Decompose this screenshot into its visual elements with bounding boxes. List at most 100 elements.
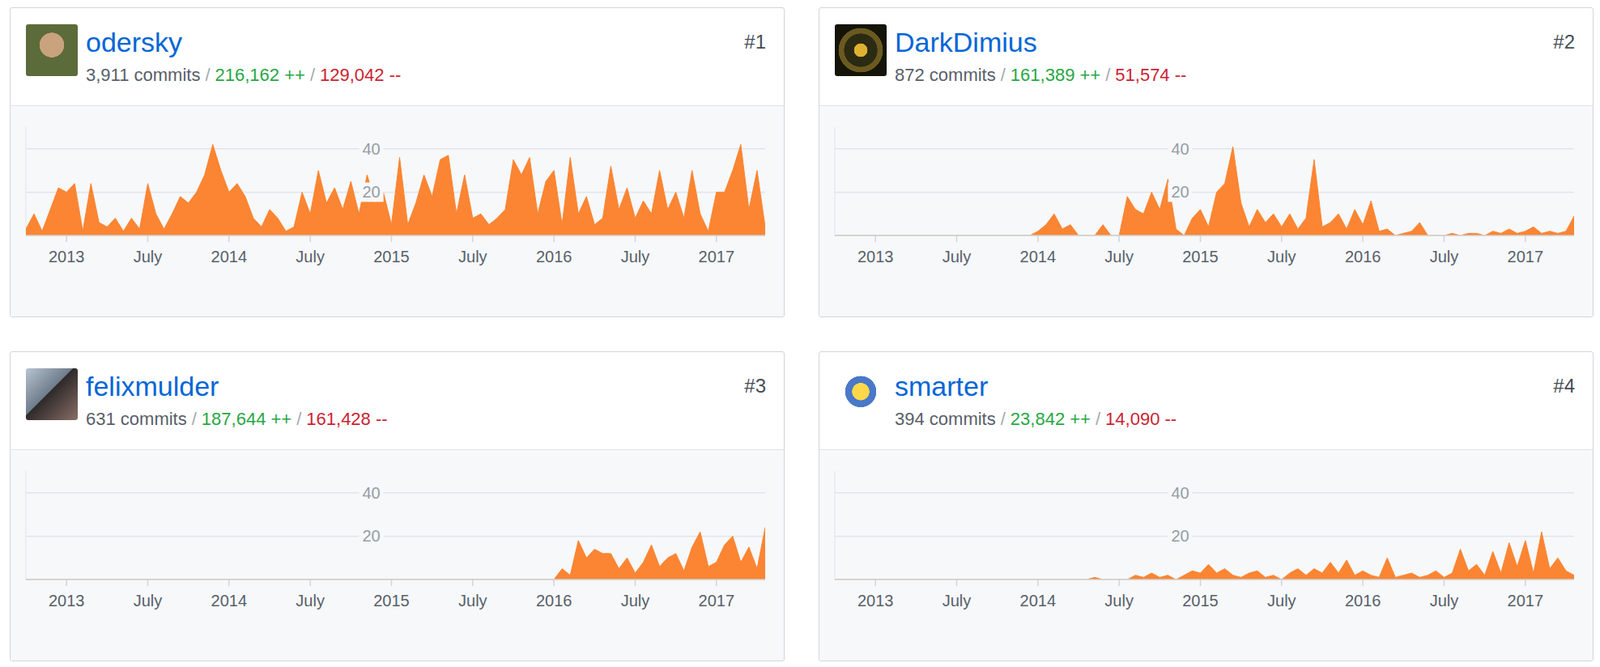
separator: / (1095, 408, 1101, 430)
y-axis-line (834, 127, 836, 236)
x-tick-label: 2015 (1182, 591, 1219, 610)
x-tick (65, 235, 68, 243)
x-tick-label: July (1267, 247, 1297, 266)
x-tick (228, 579, 230, 587)
x-tick (634, 579, 637, 587)
x-tick (147, 579, 149, 587)
x-tick-label: 2013 (48, 247, 86, 266)
contributor-name[interactable]: odersky (85, 25, 183, 59)
x-tick (1037, 579, 1039, 587)
x-tick-label: 2014 (211, 247, 248, 266)
x-tick (1037, 235, 1039, 243)
commit-area (834, 531, 1575, 580)
stat: 394 commits (894, 408, 996, 430)
avatar[interactable] (834, 24, 887, 77)
x-tick (1280, 235, 1283, 243)
stat: 216,162 ++ (215, 64, 306, 86)
x-axis-line (834, 578, 1575, 581)
x-tick (1200, 235, 1202, 243)
x-tick-label: July (458, 591, 488, 610)
avatar[interactable] (25, 368, 78, 421)
plot-area (834, 146, 1575, 236)
x-tick (1118, 579, 1120, 587)
x-tick (1118, 235, 1120, 243)
plot-area (25, 527, 766, 580)
x-tick (956, 235, 958, 243)
chart-background (819, 105, 1593, 317)
rank: #2 (1553, 30, 1575, 54)
x-tick-label: July (942, 247, 972, 266)
separator: / (1105, 64, 1111, 86)
stats: 3,911 commits/216,162 ++/129,042 -- (85, 64, 401, 86)
avatar[interactable] (834, 368, 887, 421)
x-tick (1524, 579, 1527, 587)
chart: 20402013July2014July2015July2016July2017 (819, 8, 1593, 317)
contributor-panel: felixmulder #3 631 commits/187,644 ++/161,… (9, 351, 785, 662)
x-tick (1361, 579, 1364, 587)
separator: / (204, 64, 210, 86)
x-tick (553, 235, 555, 243)
stat: 631 commits (85, 408, 188, 430)
y-tick-label: 40 (361, 140, 380, 158)
x-tick-label: 2016 (1344, 247, 1382, 266)
grid-line (834, 536, 1575, 538)
y-axis-line (25, 127, 27, 236)
chart: 20402013July2014July2015July2016July2017 (10, 352, 784, 661)
x-tick (715, 579, 718, 587)
grid-line (25, 148, 766, 150)
x-tick (391, 579, 393, 587)
x-tick (874, 579, 877, 587)
x-tick-label: 2016 (1344, 591, 1382, 610)
x-tick (1524, 235, 1527, 243)
chart-background (819, 449, 1593, 661)
contributor-name[interactable]: DarkDimius (894, 25, 1038, 59)
x-tick-label: July (295, 591, 325, 610)
stat: 872 commits (894, 64, 996, 86)
x-tick-label: 2016 (536, 591, 573, 610)
plot-area (834, 531, 1575, 580)
x-tick (874, 235, 877, 243)
x-tick (1200, 579, 1202, 587)
x-tick (1443, 235, 1446, 243)
separator: / (1000, 64, 1006, 86)
x-tick (472, 579, 474, 587)
label-patch (358, 139, 383, 159)
x-tick (228, 235, 230, 243)
y-tick-label: 20 (361, 527, 380, 545)
x-tick (715, 235, 718, 243)
rank: #1 (744, 30, 766, 54)
rank: #3 (744, 374, 766, 398)
stat: 187,644 ++ (201, 408, 292, 430)
contributor-name[interactable]: felixmulder (85, 370, 219, 403)
x-tick-label: July (1429, 247, 1460, 266)
x-axis-line (25, 234, 766, 237)
x-tick (1361, 235, 1364, 243)
x-tick (956, 579, 958, 587)
y-tick-label: 20 (1170, 182, 1189, 201)
y-tick-label: 40 (1170, 484, 1189, 503)
x-tick-label: July (133, 247, 163, 266)
rank: #4 (1553, 374, 1575, 398)
label-patch (1167, 139, 1192, 159)
separator: / (1000, 408, 1006, 430)
y-axis-line (834, 471, 836, 580)
x-tick-label: 2013 (48, 591, 86, 610)
stat: 161,389 ++ (1010, 64, 1101, 86)
stat: 51,574 -- (1114, 64, 1187, 86)
x-tick-label: July (458, 247, 488, 266)
stat: 14,090 -- (1105, 408, 1177, 430)
x-tick-label: 2015 (373, 591, 410, 610)
x-axis-line (25, 578, 766, 581)
grid-line (834, 191, 1575, 194)
y-tick-label: 40 (361, 484, 380, 503)
separator: / (191, 408, 197, 430)
avatar[interactable] (25, 24, 78, 77)
stats: 631 commits/187,644 ++/161,428 -- (85, 408, 388, 430)
label-patch (358, 526, 383, 546)
contributor-name[interactable]: smarter (894, 370, 988, 403)
x-tick-label: 2017 (698, 591, 736, 610)
x-tick-label: 2014 (1020, 247, 1057, 266)
label-patch (1167, 526, 1192, 546)
label-patch (1167, 182, 1192, 202)
x-tick-label: 2017 (1507, 247, 1545, 266)
